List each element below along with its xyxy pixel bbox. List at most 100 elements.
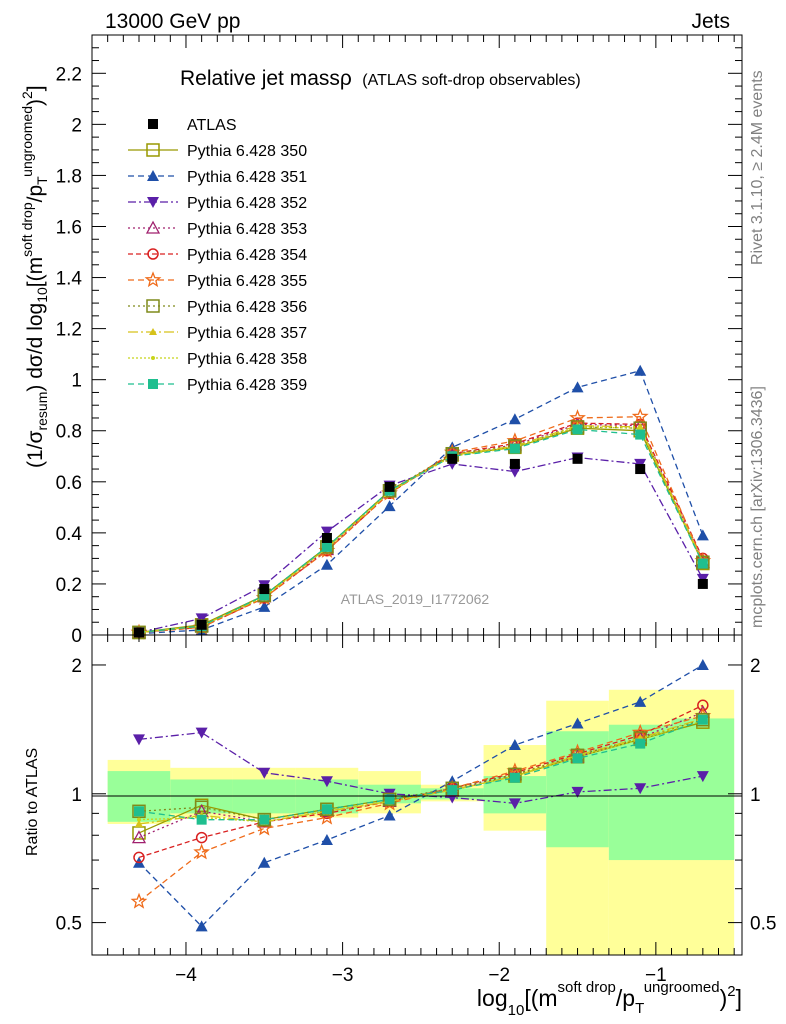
main-title-text: Relative jet massρ — [180, 67, 352, 90]
data-point — [259, 584, 270, 595]
ratio-y-tick-label: 1 — [71, 785, 82, 806]
series-point-main — [631, 407, 649, 424]
legend-entry: ATLAS — [148, 117, 237, 134]
series-point-ratio — [696, 771, 709, 783]
axes: −4 −3 −2 −1 0 0.2 0.4 0.6 0.8 1 1.2 1.4 1.6 1.8 2 2.2 0.… — [56, 34, 776, 986]
series-line-main — [138, 369, 704, 635]
legend-label: Pythia 6.428 354 — [187, 247, 307, 264]
series-point-main — [509, 443, 520, 454]
x-tick-label: −1 — [645, 965, 667, 986]
ratio-y-tick-label-right: 2 — [750, 656, 761, 677]
series-line-ratio — [138, 719, 704, 821]
data-point — [572, 453, 583, 464]
series-line-ratio — [138, 719, 704, 821]
legend-entry: Pythia 6.428 359 — [128, 377, 307, 394]
y-axis-title-main: (1/σresum) dσ/d log10[(msoft drop/pTungr… — [19, 85, 50, 468]
y-tick-label: 0.4 — [56, 524, 83, 545]
y-axis-title-ratio: Ratio to ATLAS — [24, 748, 41, 856]
y-tick-label: 0 — [71, 626, 82, 647]
series-point-main — [508, 466, 521, 478]
data-point — [321, 532, 332, 543]
series-point-ratio — [447, 785, 458, 796]
legend-marker — [147, 248, 159, 260]
ratio-y-tick-label: 0.5 — [56, 914, 82, 935]
series-point-ratio — [131, 830, 147, 844]
data-point — [447, 453, 458, 464]
series-point-main — [508, 413, 521, 425]
legend-entry: Pythia 6.428 354 — [128, 247, 307, 264]
y-tick-label: 0.2 — [56, 575, 82, 596]
series-point-ratio — [321, 804, 332, 815]
header-left: 13000 GeV pp — [105, 10, 240, 33]
data-point — [196, 619, 207, 630]
legend-entry: Pythia 6.428 358 — [128, 351, 307, 368]
legend-entry: Pythia 6.428 357 — [128, 325, 307, 342]
series-line-ratio — [138, 664, 704, 928]
series-line-main — [138, 456, 704, 634]
series-point-main — [320, 526, 333, 538]
series-point-ratio — [133, 806, 144, 817]
series-point-main — [635, 429, 646, 440]
series-point-ratio — [320, 776, 333, 788]
series-point-ratio — [697, 714, 708, 725]
series-point-main — [318, 541, 336, 558]
data-layer — [133, 453, 708, 638]
header-right: Jets — [691, 10, 730, 33]
legend-entry: Pythia 6.428 350 — [128, 143, 307, 160]
ratio-y-tick-label-right: 1 — [750, 785, 761, 806]
data-point — [697, 578, 708, 589]
legend-label: Pythia 6.428 353 — [187, 221, 307, 238]
series-point-main — [258, 600, 271, 612]
series-point-ratio — [132, 804, 146, 819]
y-tick-label: 0.6 — [56, 473, 82, 494]
y-tick-label: 1.2 — [56, 320, 82, 341]
legend-label: Pythia 6.428 358 — [187, 351, 307, 368]
series-point-ratio — [195, 831, 208, 844]
series-point-ratio — [259, 814, 270, 825]
y-tick-label: 2.2 — [56, 64, 82, 85]
series-point-ratio — [130, 892, 148, 909]
legend-marker — [146, 299, 160, 313]
y-tick-label: 2 — [71, 115, 82, 136]
legend-marker — [149, 328, 157, 335]
series-point-ratio — [136, 817, 141, 822]
legend-label: Pythia 6.428 355 — [187, 273, 307, 290]
series-point-main — [697, 558, 708, 569]
data-point — [509, 458, 520, 469]
legend-label: Pythia 6.428 357 — [187, 325, 307, 342]
x-tick-label: −2 — [488, 965, 510, 986]
series-point-ratio — [571, 786, 584, 798]
series-point-ratio — [195, 920, 208, 932]
series-point-ratio — [509, 772, 520, 783]
series-point-main — [320, 558, 333, 570]
rivet-label: Rivet 3.1.10, ≥ 2.4M events — [749, 70, 766, 265]
y-tick-label: 0.8 — [56, 422, 82, 443]
y-tick-label: 1.8 — [56, 166, 82, 187]
x-tick-label: −3 — [332, 965, 354, 986]
series-point-main — [638, 426, 643, 431]
legend-entry: Pythia 6.428 351 — [128, 169, 307, 186]
legend-marker — [151, 356, 155, 360]
legend-entry: Pythia 6.428 356 — [128, 299, 307, 316]
series-point-ratio — [258, 856, 271, 868]
ratio-band-stat — [671, 718, 735, 861]
series-point-ratio — [696, 658, 709, 670]
data-point — [384, 481, 395, 492]
y-tick-label: 1.4 — [56, 269, 83, 290]
legend-entry: Pythia 6.428 352 — [128, 195, 307, 212]
legend-label: Pythia 6.428 350 — [187, 143, 307, 160]
series-1 — [132, 364, 709, 932]
legend-marker — [148, 379, 158, 389]
series-2 — [132, 452, 709, 810]
series-point-ratio — [134, 819, 143, 827]
main-title: Relative jet massρ (ATLAS soft-drop obse… — [180, 67, 581, 90]
legend-entry: Pythia 6.428 353 — [128, 220, 307, 238]
series-point-ratio — [635, 738, 646, 749]
legend-label: Pythia 6.428 351 — [187, 169, 307, 186]
series-point-main — [571, 381, 584, 393]
series-point-main — [572, 424, 583, 435]
mcplots-label: mcplots.cern.ch [arXiv:1306.3436] — [749, 386, 766, 628]
ratio-y-tick-label: 2 — [71, 656, 82, 677]
series-point-ratio — [571, 717, 584, 729]
